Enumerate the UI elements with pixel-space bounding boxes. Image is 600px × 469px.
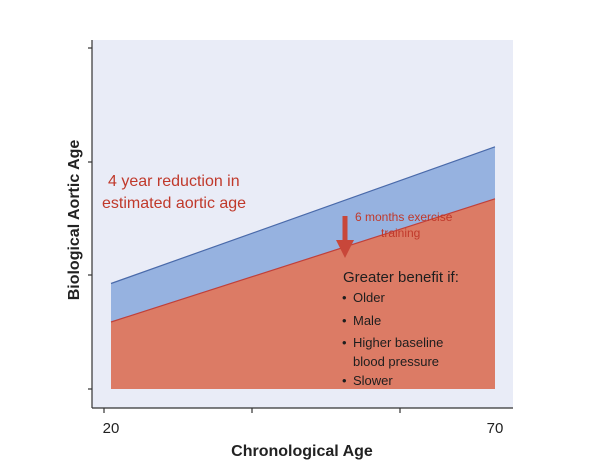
reduction-note-line-1: 4 year reduction in [108,173,240,190]
benefit-blood-pressure: blood pressure [353,354,439,369]
bullet-older: • [342,290,347,305]
y-axis-title: Biological Aortic Age [66,140,83,301]
benefit-higher-baseline: Higher baseline [353,335,443,350]
reduction-note-line-2: estimated aortic age [102,195,246,212]
bullet-male: • [342,313,347,328]
bullet-higher-bp: • [342,335,347,350]
benefit-male: Male [353,313,381,328]
benefit-title: Greater benefit if: [343,269,459,286]
upper-series-line [110,146,496,285]
down-arrow-icon [336,216,354,258]
lower-series-line [110,198,496,323]
bullet-slower: • [342,373,347,388]
benefit-slower: Slower [353,373,393,388]
lower-area-after-training [111,198,495,389]
training-note-line-2: training [381,226,420,240]
training-note-line-1: 6 months exercise [355,210,453,224]
x-tick-label-70: 70 [487,420,504,437]
x-tick-label-20: 20 [103,420,120,437]
benefit-older: Older [353,290,385,305]
x-axis-title: Chronological Age [231,443,373,460]
